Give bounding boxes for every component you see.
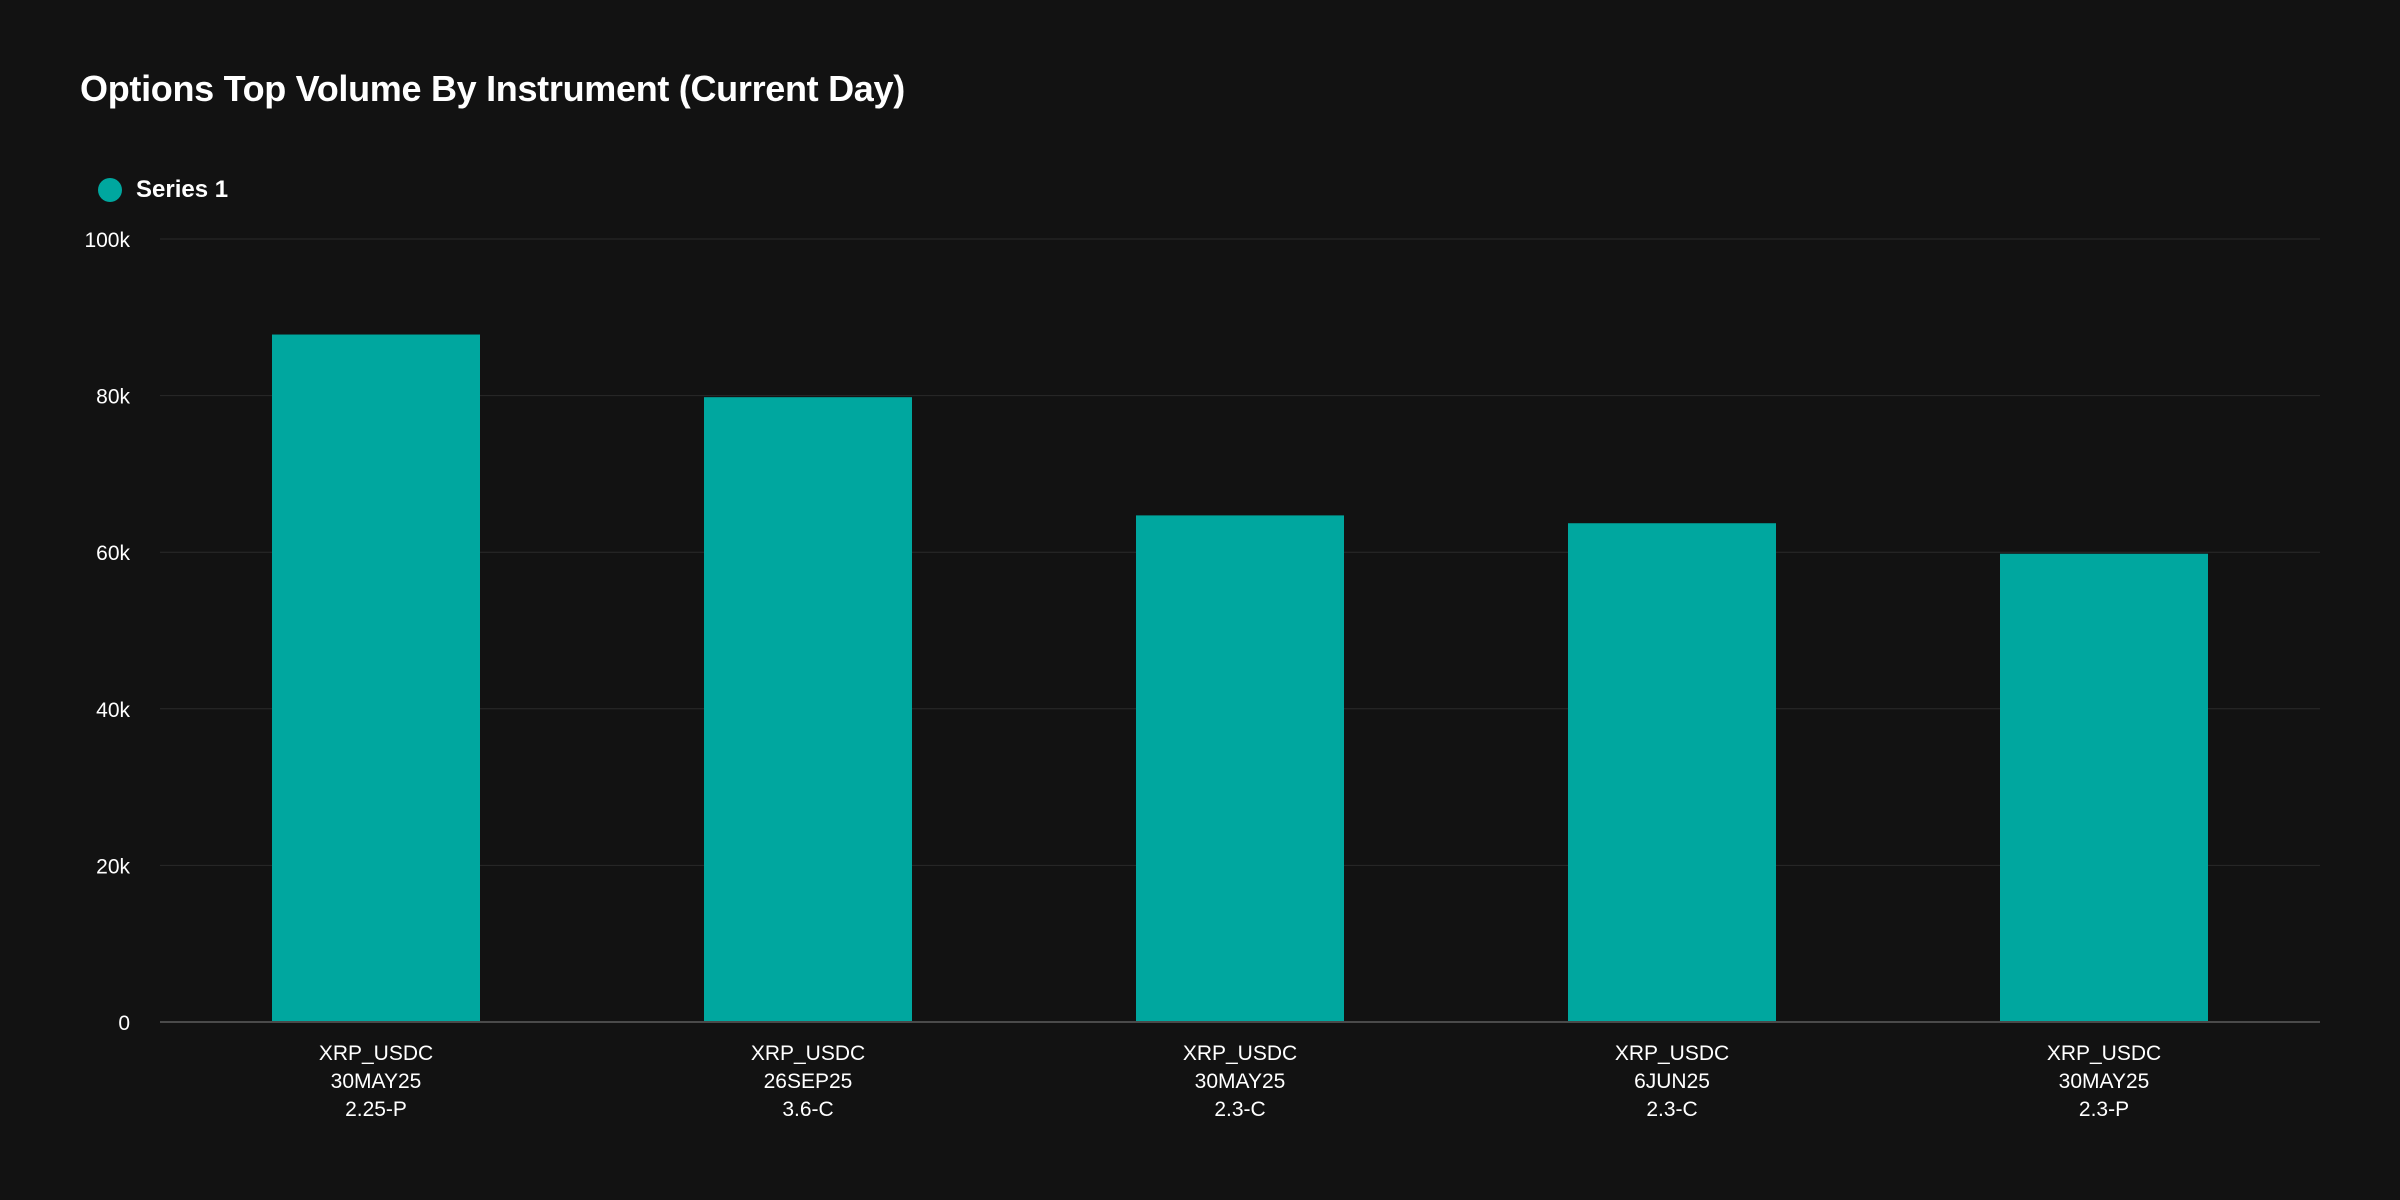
bar[interactable] [272,334,480,1022]
x-tick-label-line: XRP_USDC [1615,1042,1729,1065]
y-tick-label: 40k [96,699,130,722]
legend-label: Series 1 [136,176,229,203]
x-tick-label-line: 30MAY25 [1195,1070,1286,1093]
x-tick-label-line: 30MAY25 [2059,1070,2150,1093]
x-tick-label: XRP_USDC 30MAY25 2.25-P [319,1042,433,1121]
y-tick-label: 100k [84,229,130,252]
x-tick-label-line: 26SEP25 [764,1070,853,1093]
y-axis: 0 20k 40k 60k 80k 100k [84,229,130,1035]
x-tick-label: XRP_USDC 6JUN25 2.3-C [1615,1042,1729,1121]
bar[interactable] [704,397,912,1022]
x-tick-label-line: XRP_USDC [2047,1042,2161,1065]
x-tick-label-line: XRP_USDC [1183,1042,1297,1065]
gridlines [160,238,2320,866]
x-tick-label-line: 2.3-P [2079,1098,2129,1121]
y-tick-label: 20k [96,855,130,878]
x-tick-label-line: XRP_USDC [319,1042,433,1065]
bar[interactable] [2000,553,2208,1022]
chart-title: Options Top Volume By Instrument (Curren… [80,68,905,109]
x-tick-label-line: XRP_USDC [751,1042,865,1065]
y-tick-label: 60k [96,542,130,565]
bar[interactable] [1136,515,1344,1022]
x-tick-label-line: 2.3-C [1214,1098,1265,1121]
legend[interactable]: Series 1 [98,176,228,204]
x-tick-label-line: 3.6-C [782,1098,833,1121]
x-axis: XRP_USDC 30MAY25 2.25-P XRP_USDC 26SEP25 3.6-… [160,1021,2320,1121]
legend-swatch-icon [98,178,122,202]
x-tick-label: XRP_USDC 26SEP25 3.6-C [751,1042,865,1121]
x-tick-label-line: 6JUN25 [1634,1070,1710,1093]
y-tick-label: 0 [118,1012,130,1035]
y-tick-label: 80k [96,386,130,409]
x-tick-label-line: 30MAY25 [331,1070,422,1093]
bars [272,334,2208,1022]
x-tick-label-line: 2.25-P [345,1098,407,1121]
x-tick-label: XRP_USDC 30MAY25 2.3-C [1183,1042,1297,1121]
x-tick-label: XRP_USDC 30MAY25 2.3-P [2047,1042,2161,1121]
bar[interactable] [1568,523,1776,1022]
x-tick-label-line: 2.3-C [1646,1098,1697,1121]
